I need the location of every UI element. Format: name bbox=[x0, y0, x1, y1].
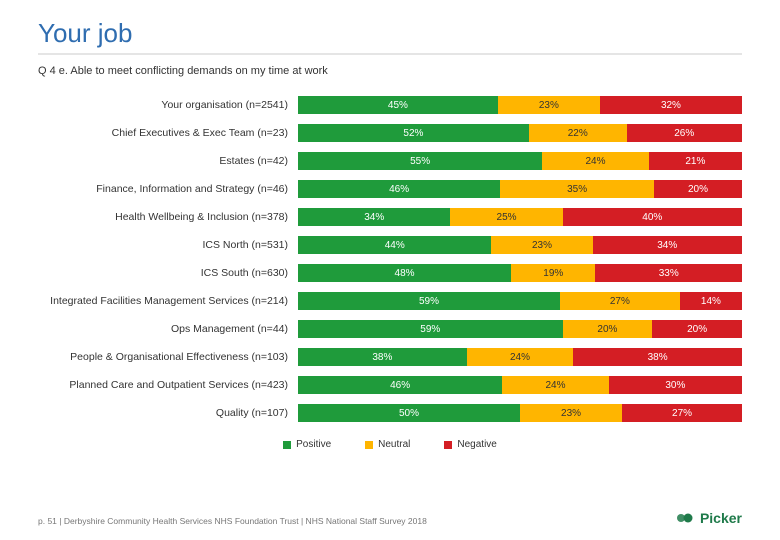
segment-neutral: 20% bbox=[563, 320, 653, 338]
segment-negative: 14% bbox=[680, 292, 742, 310]
segment-negative: 21% bbox=[649, 152, 742, 170]
legend-item-neutral: Neutral bbox=[365, 439, 410, 450]
question-subtitle: Q 4 e. Able to meet conflicting demands … bbox=[38, 65, 742, 77]
swatch-neutral bbox=[365, 441, 373, 449]
chart-row: Health Wellbeing & Inclusion (n=378)34%2… bbox=[38, 205, 742, 229]
stacked-bar: 34%25%40% bbox=[298, 208, 742, 226]
chart-row: Ops Management (n=44)59%20%20% bbox=[38, 317, 742, 341]
segment-neutral: 27% bbox=[560, 292, 680, 310]
stacked-bar: 59%27%14% bbox=[298, 292, 742, 310]
segment-positive: 34% bbox=[298, 208, 450, 226]
row-label: Health Wellbeing & Inclusion (n=378) bbox=[38, 211, 298, 223]
segment-neutral: 23% bbox=[498, 96, 600, 114]
chart-row: People & Organisational Effectiveness (n… bbox=[38, 345, 742, 369]
swatch-positive bbox=[283, 441, 291, 449]
chart-row: ICS South (n=630)48%19%33% bbox=[38, 261, 742, 285]
stacked-bar: 46%35%20% bbox=[298, 180, 742, 198]
row-label: Estates (n=42) bbox=[38, 155, 298, 167]
stacked-bar: 38%24%38% bbox=[298, 348, 742, 366]
segment-neutral: 24% bbox=[467, 348, 574, 366]
stacked-bar: 52%22%26% bbox=[298, 124, 742, 142]
segment-positive: 59% bbox=[298, 292, 560, 310]
stacked-bar: 50%23%27% bbox=[298, 404, 742, 422]
segment-neutral: 24% bbox=[542, 152, 649, 170]
segment-positive: 55% bbox=[298, 152, 542, 170]
row-label: Ops Management (n=44) bbox=[38, 323, 298, 335]
segment-positive: 46% bbox=[298, 376, 502, 394]
row-label: ICS North (n=531) bbox=[38, 239, 298, 251]
chart-row: Finance, Information and Strategy (n=46)… bbox=[38, 177, 742, 201]
swatch-negative bbox=[444, 441, 452, 449]
chart-row: Estates (n=42)55%24%21% bbox=[38, 149, 742, 173]
chart-row: ICS North (n=531)44%23%34% bbox=[38, 233, 742, 257]
legend-label-negative: Negative bbox=[457, 439, 496, 450]
segment-neutral: 35% bbox=[500, 180, 654, 198]
segment-positive: 45% bbox=[298, 96, 498, 114]
row-label: People & Organisational Effectiveness (n… bbox=[38, 351, 298, 363]
page-title: Your job bbox=[38, 18, 742, 49]
segment-positive: 52% bbox=[298, 124, 529, 142]
segment-negative: 33% bbox=[595, 264, 742, 282]
segment-positive: 38% bbox=[298, 348, 467, 366]
row-label: Integrated Facilities Management Service… bbox=[38, 295, 298, 307]
footer: p. 51 | Derbyshire Community Health Serv… bbox=[38, 510, 742, 526]
row-label: ICS South (n=630) bbox=[38, 267, 298, 279]
segment-neutral: 23% bbox=[491, 236, 592, 254]
chart-row: Integrated Facilities Management Service… bbox=[38, 289, 742, 313]
stacked-bar: 55%24%21% bbox=[298, 152, 742, 170]
chart-row: Quality (n=107)50%23%27% bbox=[38, 401, 742, 425]
stacked-bar: 59%20%20% bbox=[298, 320, 742, 338]
picker-logo: Picker bbox=[677, 510, 742, 526]
stacked-bar: 45%23%32% bbox=[298, 96, 742, 114]
footer-text: p. 51 | Derbyshire Community Health Serv… bbox=[38, 516, 427, 526]
legend-item-positive: Positive bbox=[283, 439, 331, 450]
segment-negative: 40% bbox=[563, 208, 742, 226]
segment-positive: 50% bbox=[298, 404, 520, 422]
legend: Positive Neutral Negative bbox=[38, 439, 742, 450]
stacked-bar: 44%23%34% bbox=[298, 236, 742, 254]
segment-neutral: 22% bbox=[529, 124, 627, 142]
row-label: Finance, Information and Strategy (n=46) bbox=[38, 183, 298, 195]
chart-row: Chief Executives & Exec Team (n=23)52%22… bbox=[38, 121, 742, 145]
segment-positive: 44% bbox=[298, 236, 491, 254]
legend-label-neutral: Neutral bbox=[378, 439, 410, 450]
row-label: Chief Executives & Exec Team (n=23) bbox=[38, 127, 298, 139]
title-rule bbox=[38, 53, 742, 55]
segment-negative: 30% bbox=[609, 376, 742, 394]
stacked-bar: 46%24%30% bbox=[298, 376, 742, 394]
segment-neutral: 24% bbox=[502, 376, 609, 394]
segment-negative: 38% bbox=[573, 348, 742, 366]
segment-negative: 27% bbox=[622, 404, 742, 422]
row-label: Planned Care and Outpatient Services (n=… bbox=[38, 379, 298, 391]
row-label: Your organisation (n=2541) bbox=[38, 99, 298, 111]
segment-neutral: 25% bbox=[450, 208, 562, 226]
segment-positive: 48% bbox=[298, 264, 511, 282]
segment-negative: 20% bbox=[654, 180, 742, 198]
slide: Your job Q 4 e. Able to meet conflicting… bbox=[0, 0, 780, 540]
legend-label-positive: Positive bbox=[296, 439, 331, 450]
chart-row: Planned Care and Outpatient Services (n=… bbox=[38, 373, 742, 397]
logo-icon bbox=[677, 511, 695, 525]
stacked-bar: 48%19%33% bbox=[298, 264, 742, 282]
legend-item-negative: Negative bbox=[444, 439, 496, 450]
segment-negative: 20% bbox=[652, 320, 742, 338]
chart-row: Your organisation (n=2541)45%23%32% bbox=[38, 93, 742, 117]
segment-neutral: 19% bbox=[511, 264, 595, 282]
segment-negative: 26% bbox=[627, 124, 742, 142]
segment-positive: 46% bbox=[298, 180, 500, 198]
segment-neutral: 23% bbox=[520, 404, 622, 422]
stacked-bar-chart: Your organisation (n=2541)45%23%32%Chief… bbox=[38, 93, 742, 425]
logo-word: Picker bbox=[700, 510, 742, 526]
row-label: Quality (n=107) bbox=[38, 407, 298, 419]
segment-positive: 59% bbox=[298, 320, 563, 338]
segment-negative: 34% bbox=[593, 236, 742, 254]
segment-negative: 32% bbox=[600, 96, 742, 114]
